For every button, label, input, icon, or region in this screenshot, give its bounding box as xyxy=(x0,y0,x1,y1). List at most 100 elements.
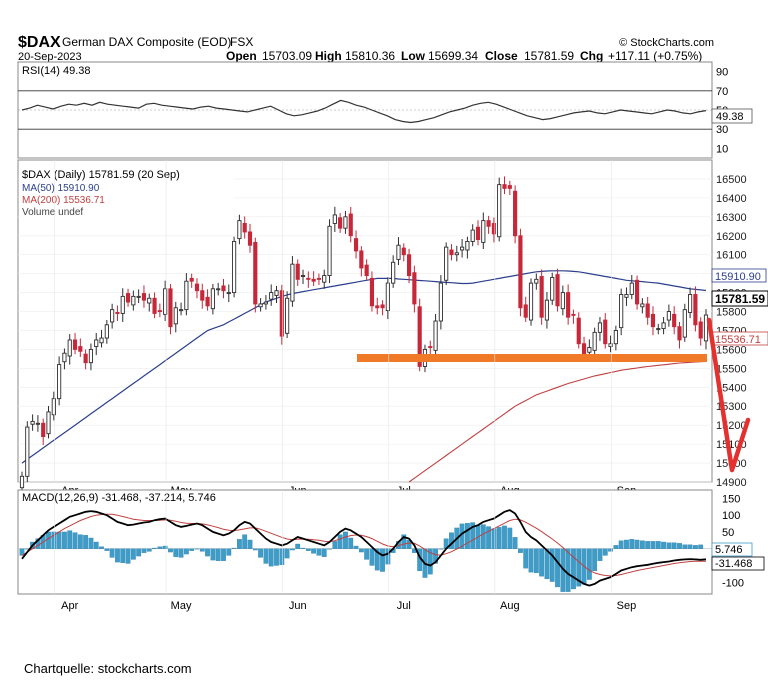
macd-hist-bar xyxy=(247,539,253,549)
macd-hist-bar xyxy=(602,548,608,556)
candle-body xyxy=(645,303,650,318)
candle-body xyxy=(295,263,300,280)
candle-body xyxy=(46,411,51,435)
candle-body xyxy=(290,263,295,302)
candle-body xyxy=(83,353,88,364)
rsi-last-label: 49.38 xyxy=(716,111,744,123)
candle-body xyxy=(592,331,597,351)
macd-hist-bar xyxy=(221,548,226,561)
macd-tick-label: 50 xyxy=(722,527,734,539)
price-panel: 1650016400163001620016100160001590015800… xyxy=(17,159,768,493)
macd-hist-bar xyxy=(512,537,518,549)
macd-hist-bar xyxy=(237,539,242,549)
macd-hist-bar xyxy=(311,548,317,554)
candle-body xyxy=(332,214,337,224)
candle-body xyxy=(269,292,274,300)
candle-body xyxy=(396,244,401,260)
candle-body xyxy=(465,240,470,251)
candle-body xyxy=(67,339,72,357)
macd-hist-bar xyxy=(194,548,200,550)
macd-hist-bar xyxy=(77,534,83,549)
macd-hist-bar xyxy=(88,537,94,549)
candle-body xyxy=(72,339,78,350)
candle-body xyxy=(311,278,316,282)
quote-date: 20-Sep-2023 xyxy=(18,51,82,63)
candle-body xyxy=(131,295,136,306)
macd-hist-bar xyxy=(528,548,534,573)
macd-hist-bar xyxy=(83,535,89,549)
candle-body xyxy=(221,285,226,292)
candle-body xyxy=(624,294,629,298)
candle-body xyxy=(688,294,693,313)
price-tick-label: 16400 xyxy=(716,193,747,205)
candle-body xyxy=(693,294,698,326)
candle-body xyxy=(555,274,560,307)
month-label: May xyxy=(171,600,192,612)
macd-tick-label: -100 xyxy=(722,577,744,589)
macd-hist-bar xyxy=(629,539,635,549)
macd-hist-bar xyxy=(152,547,157,549)
candle-body xyxy=(629,282,634,295)
macd-hist-bar xyxy=(343,531,348,549)
candle-body xyxy=(152,297,157,314)
candle-body xyxy=(157,310,162,313)
macd-hist-bar xyxy=(597,548,603,561)
macd-legend: MACD(12,26,9) -31.468, -37.214, 5.746 xyxy=(22,492,216,504)
candle-body xyxy=(571,313,576,316)
macd-hist-bar xyxy=(565,548,571,592)
macd-hist-bar xyxy=(210,548,216,561)
high-value: 15810.36 xyxy=(345,49,395,63)
ma50-last-label: 15910.90 xyxy=(715,271,761,283)
macd-hist-bar xyxy=(618,540,624,549)
price-tick-label: 15500 xyxy=(716,363,747,375)
macd-hist-bar xyxy=(655,541,661,549)
price-tick-label: 16100 xyxy=(716,250,747,262)
candle-body xyxy=(380,304,385,309)
macd-tick-label: 100 xyxy=(722,510,740,522)
candle-body xyxy=(460,246,465,251)
candle-body xyxy=(78,346,83,352)
macd-hist-bar xyxy=(72,532,78,549)
macd-last-label: -31.468 xyxy=(715,558,752,570)
candle-body xyxy=(539,276,544,318)
legend-volume: Volume undef xyxy=(22,207,83,218)
macd-hist-bar xyxy=(56,531,62,549)
macd-hist-bar xyxy=(348,537,354,549)
close-last-label: 15781.59 xyxy=(715,292,765,306)
candle-body xyxy=(486,220,491,227)
rsi-line xyxy=(21,99,707,124)
hist-last-label: 5.746 xyxy=(715,544,743,556)
candle-body xyxy=(544,299,550,321)
macd-hist-bar xyxy=(332,541,338,549)
macd-hist-bar xyxy=(549,548,555,582)
candle-body xyxy=(247,231,253,246)
candle-body xyxy=(650,313,656,328)
candle-body xyxy=(88,348,94,364)
rsi-last-box xyxy=(711,108,753,124)
macd-hist-bar xyxy=(555,548,560,588)
candle-body xyxy=(619,294,624,329)
macd-hist-bar xyxy=(46,531,51,549)
open-label: Open xyxy=(226,49,257,63)
price-tick-label: 15200 xyxy=(716,420,747,432)
macd-hist-bar xyxy=(321,548,327,557)
rsi-tick-label: 10 xyxy=(716,143,728,155)
candle-body xyxy=(369,277,375,307)
macd-hist-bar xyxy=(19,548,25,556)
macd-hist-bar xyxy=(507,527,513,549)
macd-hist-bar xyxy=(136,548,142,557)
candle-body xyxy=(375,305,380,309)
macd-hist-bar xyxy=(183,548,189,555)
macd-hist-bar xyxy=(380,548,385,572)
candle-body xyxy=(189,277,194,282)
macd-hist-bar xyxy=(327,548,332,550)
candle-body xyxy=(528,282,534,321)
macd-hist-bar xyxy=(109,548,115,558)
candle-body xyxy=(110,309,115,323)
macd-hist-bar xyxy=(115,548,120,563)
macd-hist-bar xyxy=(231,547,237,549)
candle-body xyxy=(491,223,496,235)
legend-ma200: MA(200) 15536.71 xyxy=(22,195,105,206)
macd-hist-bar xyxy=(682,544,688,549)
